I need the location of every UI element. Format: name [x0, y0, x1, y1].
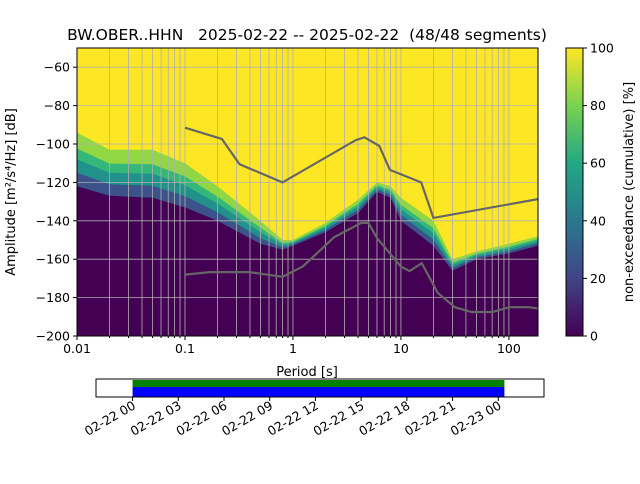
x-tick-label: 10 — [393, 341, 409, 356]
x-tick-label: 0.1 — [175, 341, 195, 356]
x-axis-label: Period [s] — [276, 365, 338, 380]
time-tick-label: 02-22 09 — [219, 398, 275, 439]
colorbar-label: non-exceedance (cumulative) [%] — [622, 82, 637, 302]
colorbar-tick-label: 40 — [590, 213, 606, 228]
y-tick-label: −140 — [36, 213, 70, 228]
y-tick-label: −100 — [36, 137, 70, 152]
y-tick-label: −120 — [36, 175, 70, 190]
x-tick-label: 1 — [289, 341, 297, 356]
y-axis-label: Amplitude [m²/s⁴/Hz] [dB] — [4, 108, 19, 276]
y-tick-label: −160 — [36, 252, 70, 267]
time-tick-label: 02-22 06 — [173, 398, 229, 439]
y-tick-label: −60 — [44, 60, 70, 75]
chart-title: BW.OBER..HHN 2025-02-22 -- 2025-02-22 (4… — [67, 26, 547, 44]
x-tick-label: 100 — [497, 341, 521, 356]
processed-bar — [132, 380, 505, 387]
colorbar-tick-label: 60 — [590, 156, 606, 171]
colorbar-tick-label: 0 — [590, 329, 598, 344]
y-tick-label: −200 — [36, 329, 70, 344]
time-tick-label: 02-23 00 — [448, 398, 504, 439]
nlnm-line — [184, 221, 538, 314]
y-tick-label: −180 — [36, 290, 70, 305]
plot-area — [77, 48, 538, 336]
time-tick-label: 02-22 12 — [265, 398, 321, 439]
colorbar-tick-label: 20 — [590, 271, 606, 286]
colorbar-tick-label: 100 — [590, 41, 614, 56]
time-tick-label: 02-22 21 — [402, 398, 458, 439]
colorbar — [565, 47, 584, 337]
x-tick-label: 0.01 — [63, 341, 91, 356]
nhnm-line — [184, 126, 538, 220]
colorbar-axis: 0 20 40 60 80 100 — [583, 41, 614, 344]
time-tick-label: 02-22 00 — [82, 398, 138, 439]
y-tick-label: −80 — [44, 98, 70, 113]
x-axis: 0.01 0.1 1 10 100 — [63, 336, 521, 356]
time-tick-label: 02-22 15 — [310, 398, 366, 439]
data-bar — [132, 387, 505, 397]
colorbar-tick-label: 80 — [590, 98, 606, 113]
time-tick-label: 02-22 18 — [356, 398, 412, 439]
y-axis: −60 −80 −100 −120 −140 −160 −180 −200 — [36, 60, 77, 344]
density-band-4 — [77, 48, 538, 260]
plot-frame — [76, 47, 539, 337]
time-tick-label: 02-22 03 — [128, 398, 184, 439]
